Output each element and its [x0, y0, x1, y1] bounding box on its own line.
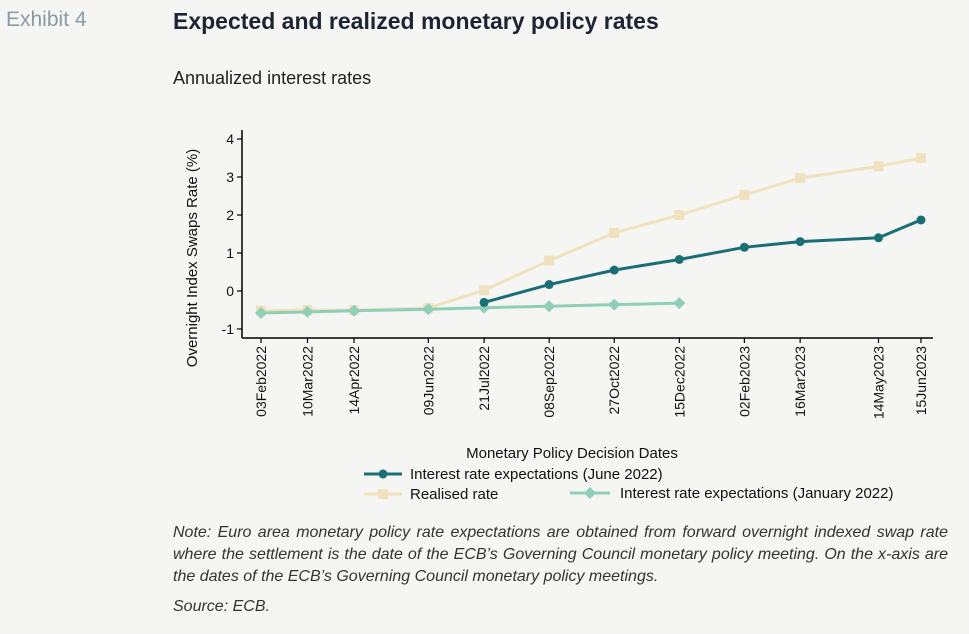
- data-point-june: [674, 254, 684, 264]
- data-point-realised: [544, 255, 555, 266]
- y-axis-title: Overnight Index Swaps Rate (%): [184, 149, 201, 367]
- data-point-january: [673, 297, 686, 310]
- data-point-realised: [739, 189, 750, 200]
- legend-marker-realised: [378, 489, 388, 499]
- data-point-june: [609, 265, 619, 275]
- data-point-june: [916, 215, 926, 225]
- exhibit-label: Exhibit 4: [6, 8, 87, 31]
- data-point-june: [795, 237, 805, 247]
- data-point-realised: [479, 285, 490, 296]
- data-point-january: [301, 305, 314, 318]
- legend-marker-june: [378, 469, 388, 479]
- legend-label-january: Interest rate expectations (January 2022…: [620, 485, 894, 502]
- data-point-january: [608, 298, 621, 311]
- x-tick-label: 21Jul2022: [476, 346, 492, 411]
- series-line-realised: [260, 156, 922, 313]
- x-tick-label: 02Feb2023: [736, 346, 752, 417]
- x-tick-label: 14May2023: [871, 346, 887, 419]
- data-point-june: [874, 233, 884, 243]
- x-tick-label: 16Mar2023: [792, 346, 808, 417]
- y-tick-label: 3: [226, 169, 234, 185]
- data-point-june: [479, 297, 489, 307]
- legend-label-realised: Realised rate: [410, 486, 498, 503]
- y-tick-label: 4: [226, 131, 234, 147]
- x-tick-label: 27Oct2022: [606, 346, 622, 415]
- data-point-january: [255, 307, 267, 320]
- chart-note: Note: Euro area monetary policy rate exp…: [173, 524, 948, 585]
- legend: Interest rate expectations (June 2022) Re…: [364, 466, 894, 503]
- series-layer: [255, 153, 926, 320]
- chart-subtitle: Annualized interest rates: [173, 68, 372, 88]
- data-point-june: [739, 242, 749, 252]
- chart-source: Source: ECB.: [173, 598, 270, 615]
- y-tick-label: 0: [226, 283, 234, 299]
- y-tick-label: 1: [226, 245, 234, 261]
- x-tick-label: 03Feb2022: [253, 346, 269, 417]
- x-tick-label: 09Jun2022: [420, 346, 436, 416]
- data-point-realised: [916, 153, 926, 163]
- legend-marker-january: [584, 487, 596, 499]
- data-point-realised: [873, 161, 884, 172]
- axes: -1 0 1 2 3 4 03Feb2022 10Mar2022 14Apr2022 09Jun2…: [184, 130, 933, 462]
- x-tick-label: 14Apr2022: [346, 346, 362, 415]
- series-line-june: [483, 218, 922, 304]
- data-point-january: [347, 304, 360, 317]
- x-tick-label: 08Sep2022: [541, 346, 557, 418]
- data-point-january: [422, 303, 435, 316]
- x-tick-label: 15Jun2023: [913, 346, 929, 416]
- x-tick-label: 10Mar2022: [299, 346, 315, 417]
- data-point-realised: [674, 210, 685, 220]
- legend-label-june: Interest rate expectations (June 2022): [410, 466, 663, 483]
- y-tick-label: -1: [222, 321, 235, 337]
- data-point-june: [544, 280, 554, 290]
- data-point-realised: [795, 173, 806, 184]
- y-tick-label: 2: [226, 207, 234, 223]
- x-axis-title: Monetary Policy Decision Dates: [466, 445, 678, 462]
- line-chart: -1 0 1 2 3 4 03Feb2022 10Mar2022 14Apr2022 09Jun2…: [184, 130, 933, 503]
- x-tick-label: 15Dec2022: [671, 346, 687, 418]
- series-line-january: [260, 301, 680, 315]
- data-point-january: [543, 300, 556, 313]
- chart-title: Expected and realized monetary policy ra…: [173, 8, 659, 34]
- data-point-realised: [609, 227, 620, 238]
